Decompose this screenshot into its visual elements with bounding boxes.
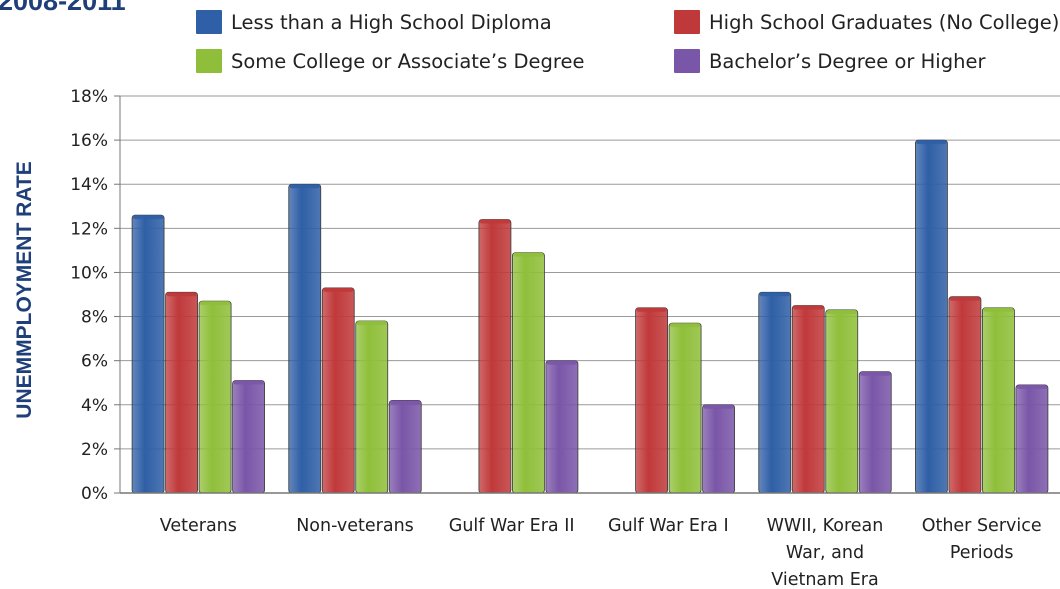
legend-item-series-3: Some College or Associate’s Degree: [196, 47, 584, 75]
y-tick-label: 16%: [70, 131, 108, 151]
bar-series-2-cat-6: [948, 296, 982, 494]
bars-layer: [131, 139, 1049, 494]
x-tick-label: Other Service: [922, 516, 1042, 536]
bar-series-3-cat-5: [825, 309, 859, 494]
bar-cap: [826, 309, 857, 314]
bar-cap: [949, 296, 980, 301]
y-tick-label: 0%: [81, 484, 108, 504]
bar-cap: [983, 307, 1014, 312]
y-tick-label: 12%: [70, 219, 108, 239]
x-tick-label: War, and: [786, 543, 864, 563]
y-tick-label: 14%: [70, 175, 108, 195]
bar-cap: [546, 360, 577, 365]
bar-cap: [390, 400, 421, 405]
bar-cap: [166, 292, 197, 297]
legend-swatch-series-2: [674, 10, 700, 34]
bar-cap: [916, 140, 947, 145]
legend-label-series-1: Less than a High School Diploma: [231, 10, 552, 34]
bar-cap: [759, 292, 790, 297]
bar-series-3-cat-4: [668, 322, 702, 494]
y-tick-label: 2%: [81, 440, 108, 460]
bar-series-3-cat-2: [355, 320, 389, 494]
bar-cap: [479, 219, 510, 224]
legend-swatch-series-4: [674, 49, 700, 73]
bar-series-4-cat-1: [232, 380, 265, 494]
bar-cap: [636, 307, 667, 312]
bar-cap: [860, 371, 891, 376]
legend-label-series-2: High School Graduates (No College): [709, 10, 1060, 34]
bar-series-4-cat-6: [1015, 384, 1049, 494]
bar-cap: [133, 215, 164, 220]
legend-item-series-4: Bachelor’s Degree or Higher: [674, 47, 985, 75]
bar-cap: [670, 323, 701, 328]
bar-cap: [200, 301, 231, 306]
bar-series-2-cat-5: [791, 305, 825, 494]
x-tick-label: Periods: [950, 543, 1014, 563]
legend-swatch-series-3: [196, 49, 222, 73]
bar-series-2-cat-2: [321, 287, 355, 494]
x-tick-label: Non-veterans: [296, 516, 414, 536]
bar-series-4-cat-2: [388, 399, 422, 494]
bar-cap: [513, 252, 544, 257]
bar-cap: [233, 380, 264, 385]
bar-cap: [356, 320, 387, 325]
x-tick-label: Gulf War Era I: [608, 516, 729, 536]
bar-series-2-cat-3: [478, 219, 512, 494]
bar-cap: [289, 184, 320, 189]
legend-item-series-1: Less than a High School Diploma: [196, 8, 552, 36]
x-tick-label: Gulf War Era II: [449, 516, 575, 536]
axis-layer: 0% 2% 4% 6% 8% 10% 12% 14% 16% 18% Veterans Non-vet…: [70, 87, 1060, 589]
y-tick-label: 6%: [81, 352, 108, 372]
bar-cap: [1016, 384, 1047, 389]
x-tick-label: WWII, Korean: [767, 516, 884, 536]
bar-series-3-cat-3: [512, 252, 545, 494]
chart-title: 2008-2011: [0, 0, 126, 16]
legend-label-series-3: Some College or Associate’s Degree: [231, 49, 585, 73]
bar-cap: [793, 305, 824, 310]
y-tick-label: 8%: [81, 308, 108, 328]
legend-item-series-2: High School Graduates (No College): [674, 8, 1059, 36]
x-tick-label: Veterans: [160, 516, 237, 536]
bar-series-1-cat-2: [288, 183, 322, 494]
bar-series-3-cat-1: [198, 300, 232, 494]
bar-series-4-cat-4: [702, 404, 735, 494]
y-tick-label: 18%: [70, 87, 108, 107]
bar-series-4-cat-3: [545, 360, 579, 494]
bar-series-1-cat-6: [915, 139, 948, 494]
grid-layer: [120, 95, 1060, 450]
bar-series-2-cat-4: [635, 307, 668, 494]
y-tick-label: 4%: [81, 396, 108, 416]
bar-cap: [703, 404, 734, 409]
x-tick-label: Vietnam Era: [771, 570, 878, 589]
bar-cap: [323, 287, 354, 292]
bar-series-2-cat-1: [165, 291, 198, 494]
bar-series-3-cat-6: [982, 307, 1015, 494]
legend-swatch-series-1: [196, 10, 222, 34]
legend-label-series-4: Bachelor’s Degree or Higher: [709, 49, 986, 73]
bar-series-1-cat-5: [758, 291, 792, 494]
bar-series-1-cat-1: [131, 214, 165, 494]
bar-series-4-cat-5: [858, 371, 892, 494]
y-tick-label: 10%: [70, 263, 108, 283]
